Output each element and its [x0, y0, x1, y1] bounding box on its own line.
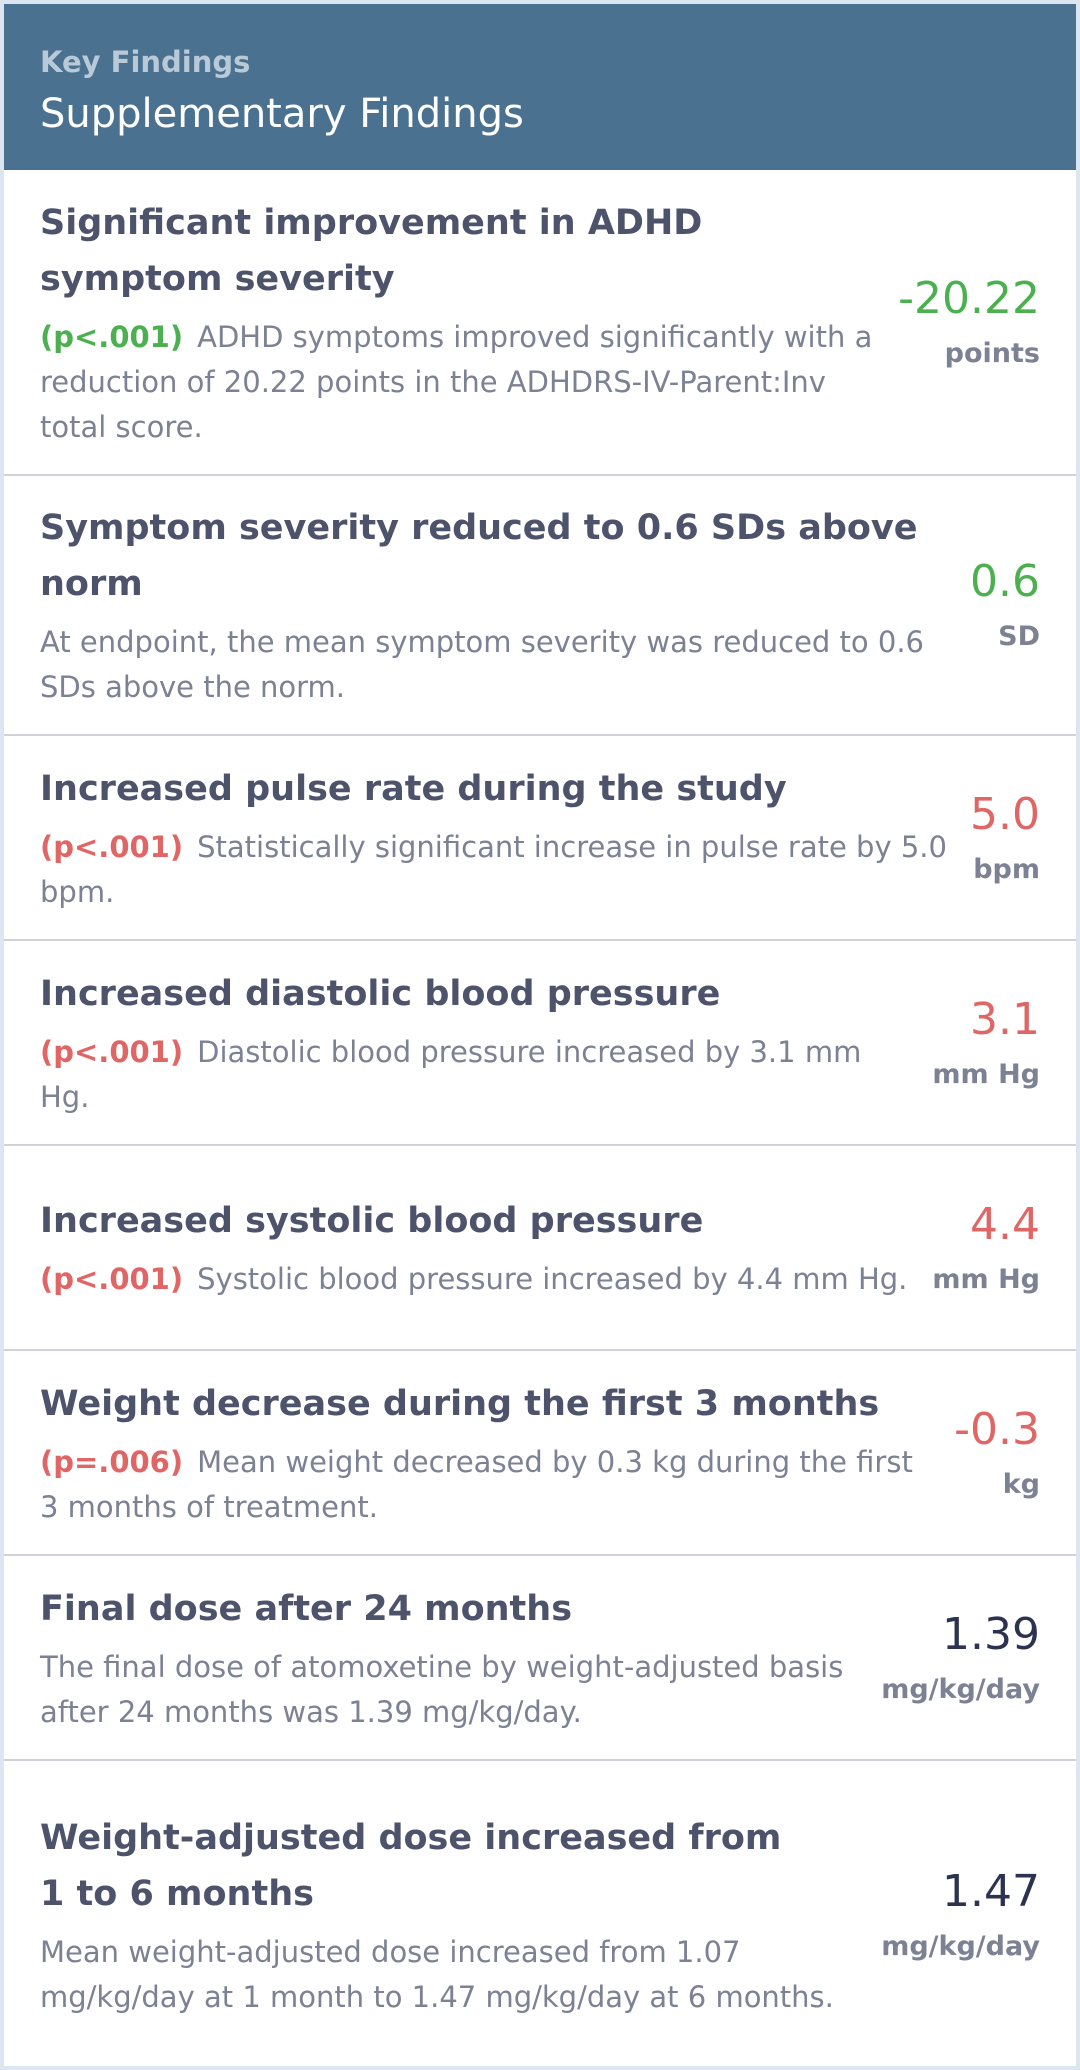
finding-label: Increased diastolic blood pressure	[40, 973, 721, 1014]
metric-value: 1.39	[942, 1608, 1040, 1660]
metric-unit: mg/kg/day	[881, 1673, 1040, 1705]
finding-metric: 3.1 mm Hg	[932, 993, 1040, 1093]
finding-text: Weight-adjusted dose increased from 1 to…	[40, 1810, 865, 2020]
finding-item: Final dose after 24 months The final dos…	[4, 1556, 1076, 1761]
findings-list: Significant improvement in ADHD symptom …	[4, 170, 1076, 2066]
finding-label: Weight-adjusted dose increased from 1 to…	[40, 1818, 782, 1914]
finding-item: Increased systolic blood pressure (p<.00…	[4, 1146, 1076, 1351]
finding-description: (p<.001) Diastolic blood pressure increas…	[40, 1030, 916, 1120]
metric-unit: mm Hg	[932, 1263, 1040, 1295]
finding-label: Weight decrease during the first 3 month…	[40, 1383, 880, 1424]
panel-header: Key Findings Supplementary Findings	[4, 4, 1076, 170]
finding-description: (p<.001) Systolic blood pressure increase…	[40, 1257, 916, 1302]
header-title: Supplementary Findings	[40, 91, 524, 137]
finding-item: Significant improvement in ADHD symptom …	[4, 170, 1076, 476]
description-text: Systolic blood pressure increased by 4.4…	[197, 1262, 908, 1296]
description-text: Mean weight-adjusted dose increased from…	[40, 1935, 834, 2014]
description-text: ADHD symptoms improved significantly wit…	[40, 319, 873, 444]
metric-value: 1.47	[942, 1866, 1040, 1917]
finding-description: Mean weight-adjusted dose increased from…	[40, 1930, 865, 2020]
finding-item: Weight decrease during the first 3 month…	[4, 1351, 1076, 1556]
metric-unit: points	[944, 338, 1040, 369]
finding-metric: 5.0 bpm	[970, 788, 1040, 888]
description-text: Statistically significant increase in pu…	[40, 829, 947, 909]
p-value: (p<.001)	[40, 1034, 184, 1069]
header-subtitle: Key Findings	[40, 45, 251, 79]
finding-metric: -0.3 kg	[954, 1403, 1040, 1503]
description-text: Diastolic blood pressure increased by 3.…	[40, 1034, 862, 1114]
finding-description: (p<.001) Statistically significant increa…	[40, 825, 954, 915]
finding-description: (p=.006) Mean weight decreased by 0.3 kg …	[40, 1440, 938, 1530]
finding-text: Significant improvement in ADHD symptom …	[40, 195, 882, 450]
metric-value: -0.3	[954, 1403, 1040, 1455]
finding-metric: -20.22 points	[898, 272, 1040, 372]
finding-item: Weight-adjusted dose increased from 1 to…	[4, 1761, 1076, 2066]
metric-value: 5.0	[970, 788, 1040, 840]
finding-text: Increased pulse rate during the study (p…	[40, 761, 954, 915]
finding-label: Increased systolic blood pressure	[40, 1201, 704, 1241]
finding-metric: 1.39 mg/kg/day	[881, 1608, 1040, 1708]
metric-unit: bpm	[973, 853, 1040, 885]
finding-item: Increased diastolic blood pressure (p<.0…	[4, 941, 1076, 1146]
description-text: The final dose of atomoxetine by weight-…	[40, 1649, 844, 1729]
finding-text: Weight decrease during the first 3 month…	[40, 1376, 938, 1530]
description-text: Mean weight decreased by 0.3 kg during t…	[40, 1444, 913, 1524]
finding-label: Symptom severity reduced to 0.6 SDs abov…	[40, 508, 918, 604]
metric-value: 4.4	[970, 1198, 1040, 1250]
finding-metric: 0.6 SD	[970, 555, 1040, 655]
finding-label: Increased pulse rate during the study	[40, 768, 787, 809]
finding-description: At endpoint, the mean symptom severity w…	[40, 620, 954, 710]
metric-value: -20.22	[898, 273, 1040, 324]
finding-metric: 4.4 mm Hg	[932, 1198, 1040, 1298]
p-value: (p<.001)	[40, 319, 184, 354]
finding-label: Final dose after 24 months	[40, 1588, 573, 1629]
finding-item: Increased pulse rate during the study (p…	[4, 736, 1076, 941]
metric-unit: mg/kg/day	[881, 1931, 1040, 1962]
metric-value: 3.1	[970, 993, 1040, 1045]
metric-unit: mm Hg	[932, 1058, 1040, 1090]
metric-unit: kg	[1002, 1468, 1040, 1500]
finding-metric: 1.47 mg/kg/day	[881, 1865, 1040, 1965]
metric-value: 0.6	[970, 556, 1040, 607]
finding-description: (p<.001) ADHD symptoms improved significa…	[40, 315, 882, 450]
finding-text: Symptom severity reduced to 0.6 SDs abov…	[40, 500, 954, 710]
finding-text: Final dose after 24 months The final dos…	[40, 1581, 865, 1735]
p-value: (p<.001)	[40, 829, 184, 864]
finding-item: Symptom severity reduced to 0.6 SDs abov…	[4, 476, 1076, 736]
finding-description: The final dose of atomoxetine by weight-…	[40, 1645, 865, 1735]
finding-text: Increased systolic blood pressure (p<.00…	[40, 1193, 916, 1302]
description-text: At endpoint, the mean symptom severity w…	[40, 625, 925, 704]
finding-label: Significant improvement in ADHD symptom …	[40, 202, 703, 299]
finding-text: Increased diastolic blood pressure (p<.0…	[40, 966, 916, 1120]
p-value: (p<.001)	[40, 1262, 184, 1296]
metric-unit: SD	[998, 621, 1040, 652]
p-value: (p=.006)	[40, 1444, 184, 1479]
